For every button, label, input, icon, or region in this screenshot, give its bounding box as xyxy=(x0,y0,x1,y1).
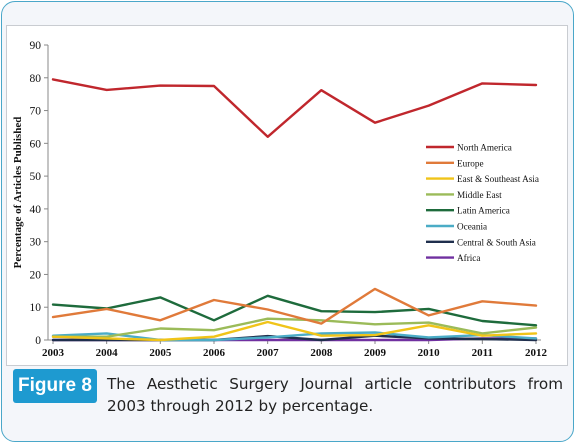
x-tick-label: 2005 xyxy=(149,347,172,359)
chart-panel: 0 10 20 30 40 50 60 70 80 90 2003 2004 2005 2006 2007 2… xyxy=(6,25,568,366)
x-tick-label: 2012 xyxy=(525,347,548,359)
legend-label: Europe xyxy=(457,158,484,168)
series-line xyxy=(51,294,538,327)
legend-label: East & Southeast Asia xyxy=(457,174,539,184)
x-tick-label: 2011 xyxy=(472,347,493,359)
y-tick-label: 50 xyxy=(30,171,42,183)
y-tick-label: 60 xyxy=(30,138,42,150)
y-tick-label: 0 xyxy=(35,335,41,347)
y-tick-label: 10 xyxy=(30,302,42,314)
y-tick-label: 40 xyxy=(30,204,42,216)
x-tick-label: 2009 xyxy=(364,347,387,359)
line-chart: 0 10 20 30 40 50 60 70 80 90 2003 2004 2005 2006 2007 2… xyxy=(12,40,548,359)
x-tick-label: 2008 xyxy=(310,347,333,359)
x-tick-label: 2003 xyxy=(42,347,65,359)
x-tick-label: 2004 xyxy=(96,347,119,359)
series-line xyxy=(51,317,538,338)
legend-label: Latin America xyxy=(457,206,510,216)
legend-label: North America xyxy=(457,143,512,153)
series-line xyxy=(51,78,538,139)
y-tick-label: 70 xyxy=(30,106,42,118)
y-tick-label: 30 xyxy=(30,237,42,249)
figure-label: Figure 8 xyxy=(13,369,97,403)
legend-box xyxy=(422,137,546,268)
y-tick-label: 90 xyxy=(30,40,42,52)
x-tick-label: 2007 xyxy=(257,347,280,359)
figure-caption: The Aesthetic Surgery Journal article co… xyxy=(107,375,563,415)
y-tick-label: 20 xyxy=(30,269,42,281)
series-line xyxy=(51,320,538,342)
series-line xyxy=(51,331,538,342)
legend-label: Middle East xyxy=(457,190,502,200)
x-tick-label: 2006 xyxy=(203,347,226,359)
y-tick-label: 80 xyxy=(30,73,42,85)
legend-label: Oceania xyxy=(457,222,487,232)
series-line xyxy=(51,287,538,325)
x-tick-label: 2010 xyxy=(418,347,441,359)
legend-label: Central & South Asia xyxy=(457,237,536,247)
y-axis-label: Percentage of Articles Published xyxy=(12,117,24,269)
legend-label: Africa xyxy=(457,253,480,263)
